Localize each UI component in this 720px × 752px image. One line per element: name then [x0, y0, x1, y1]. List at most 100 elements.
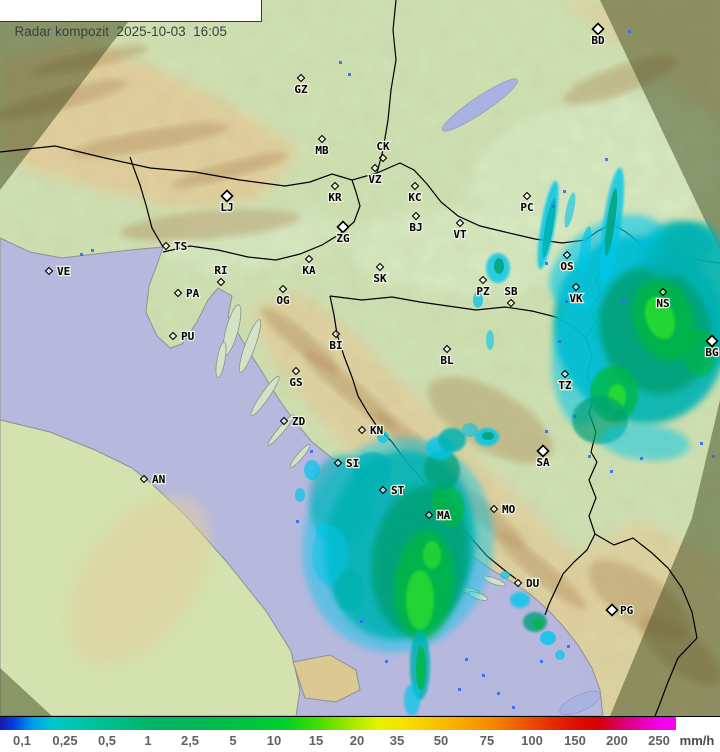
- rain-speck: [558, 340, 561, 343]
- lake: [559, 690, 601, 716]
- station-diamond-pu: [168, 331, 178, 341]
- rain-speck: [465, 658, 468, 661]
- rain-speck: [622, 300, 625, 303]
- country-border: [544, 461, 598, 616]
- station-label-ns: NS: [656, 297, 669, 310]
- station-diamond-ts: [161, 241, 171, 251]
- rain-cell: [431, 483, 465, 527]
- station-label-pa: PA: [186, 287, 200, 300]
- rain-speck: [482, 674, 485, 677]
- station-diamond-vk: [571, 282, 581, 292]
- rain-cell: [578, 226, 592, 274]
- station-diamond-lj: [220, 189, 234, 203]
- island: [267, 414, 295, 446]
- rain-cell: [555, 650, 565, 660]
- legend-tick-5: 5: [229, 733, 237, 748]
- legend-tick-6: 10: [266, 733, 282, 748]
- station-label-sa: SA: [536, 456, 550, 469]
- rain-cell: [643, 222, 717, 278]
- rain-cell: [406, 570, 434, 630]
- rain-cell: [500, 571, 510, 579]
- rain-speck: [628, 30, 631, 33]
- station-diamond-pg: [605, 603, 619, 617]
- rain-cell: [295, 488, 305, 502]
- station-diamond-ve: [44, 266, 54, 276]
- radar-range-edge: [0, 668, 52, 716]
- lake: [442, 78, 518, 132]
- rain-speck: [540, 660, 543, 663]
- rain-speck: [605, 158, 608, 161]
- country-border: [129, 156, 164, 248]
- station-label-bd: BD: [591, 34, 605, 47]
- rain-cell: [600, 423, 690, 461]
- station-diamond-du: [513, 578, 523, 588]
- rain-speck: [712, 455, 715, 458]
- station-label-vt: VT: [453, 228, 467, 241]
- station-label-gz: GZ: [294, 83, 308, 96]
- station-label-pz: PZ: [476, 285, 490, 298]
- rain-cell: [510, 592, 530, 608]
- legend-tick-2: 0,5: [97, 733, 117, 748]
- island: [215, 341, 227, 379]
- rain-speck: [552, 205, 555, 208]
- station-label-ka: KA: [302, 264, 316, 277]
- rain-speck: [563, 190, 566, 193]
- legend-tick-labels: 0,1 0,25 0,5 1 2,5 5 10 15 20 35 50 75 100 150 200 250 m…: [0, 730, 720, 752]
- legend-tick-4: 2,5: [180, 733, 200, 748]
- rain-cell: [316, 522, 328, 538]
- radar-range-edge: [610, 400, 720, 716]
- station-label-gs: GS: [289, 376, 302, 389]
- rain-cell: [335, 568, 365, 612]
- rain-cell: [533, 619, 543, 629]
- rain-cell: [352, 452, 392, 488]
- rain-cell: [304, 460, 320, 480]
- rain-speck: [545, 262, 548, 265]
- legend-tick-7: 15: [308, 733, 324, 748]
- island: [250, 375, 280, 417]
- rain-cell: [540, 631, 556, 645]
- station-label-an: AN: [152, 473, 165, 486]
- station-label-mb: MB: [315, 144, 329, 157]
- station-diamond-bj: [411, 211, 421, 221]
- station-diamond-bi: [331, 329, 341, 339]
- station-diamond-ck: [378, 153, 388, 163]
- rain-speck: [91, 249, 94, 252]
- station-label-bj: BJ: [409, 221, 422, 234]
- station-diamond-zd: [279, 416, 289, 426]
- station-diamond-bl: [442, 344, 452, 354]
- station-diamond-og: [278, 284, 288, 294]
- rain-cell: [494, 258, 504, 274]
- legend-unit-label: mm/h: [679, 733, 715, 748]
- radar-range-edge: [600, 0, 720, 252]
- rain-speck: [310, 450, 313, 453]
- rain-cell: [312, 525, 348, 585]
- station-label-lj: LJ: [220, 201, 233, 214]
- station-label-sb: SB: [504, 285, 518, 298]
- station-label-kr: KR: [328, 191, 342, 204]
- legend-tick-0: 0,1: [12, 733, 32, 748]
- station-label-si: SI: [346, 457, 359, 470]
- country-border: [0, 145, 353, 187]
- rain-speck: [573, 415, 576, 418]
- station-diamond-ns: [658, 287, 668, 297]
- rain-speck: [588, 455, 591, 458]
- station-label-zd: ZD: [292, 415, 306, 428]
- rain-cell: [473, 292, 483, 308]
- station-diamond-pc: [522, 191, 532, 201]
- rain-cell: [486, 330, 494, 350]
- station-diamond-sb: [506, 298, 516, 308]
- rain-cell: [462, 423, 478, 437]
- station-label-pc: PC: [520, 201, 533, 214]
- rain-cell: [564, 192, 576, 228]
- station-label-ri: RI: [214, 264, 227, 277]
- station-diamond-si: [333, 458, 343, 468]
- station-diamond-ma: [424, 510, 434, 520]
- radar-map: BD GZ MB CK VZ KR KC PC ZG BJ VT LJ SK TS KA RI OG PA PU VE…: [0, 0, 720, 716]
- station-diamond-sk: [375, 262, 385, 272]
- station-label-pu: PU: [181, 330, 195, 343]
- station-label-du: DU: [526, 577, 540, 590]
- island: [238, 319, 262, 373]
- station-diamond-vt: [455, 218, 465, 228]
- title-bar: Radar kompozit 2025-10-03 16:05: [0, 0, 262, 39]
- station-label-bl: BL: [440, 354, 454, 367]
